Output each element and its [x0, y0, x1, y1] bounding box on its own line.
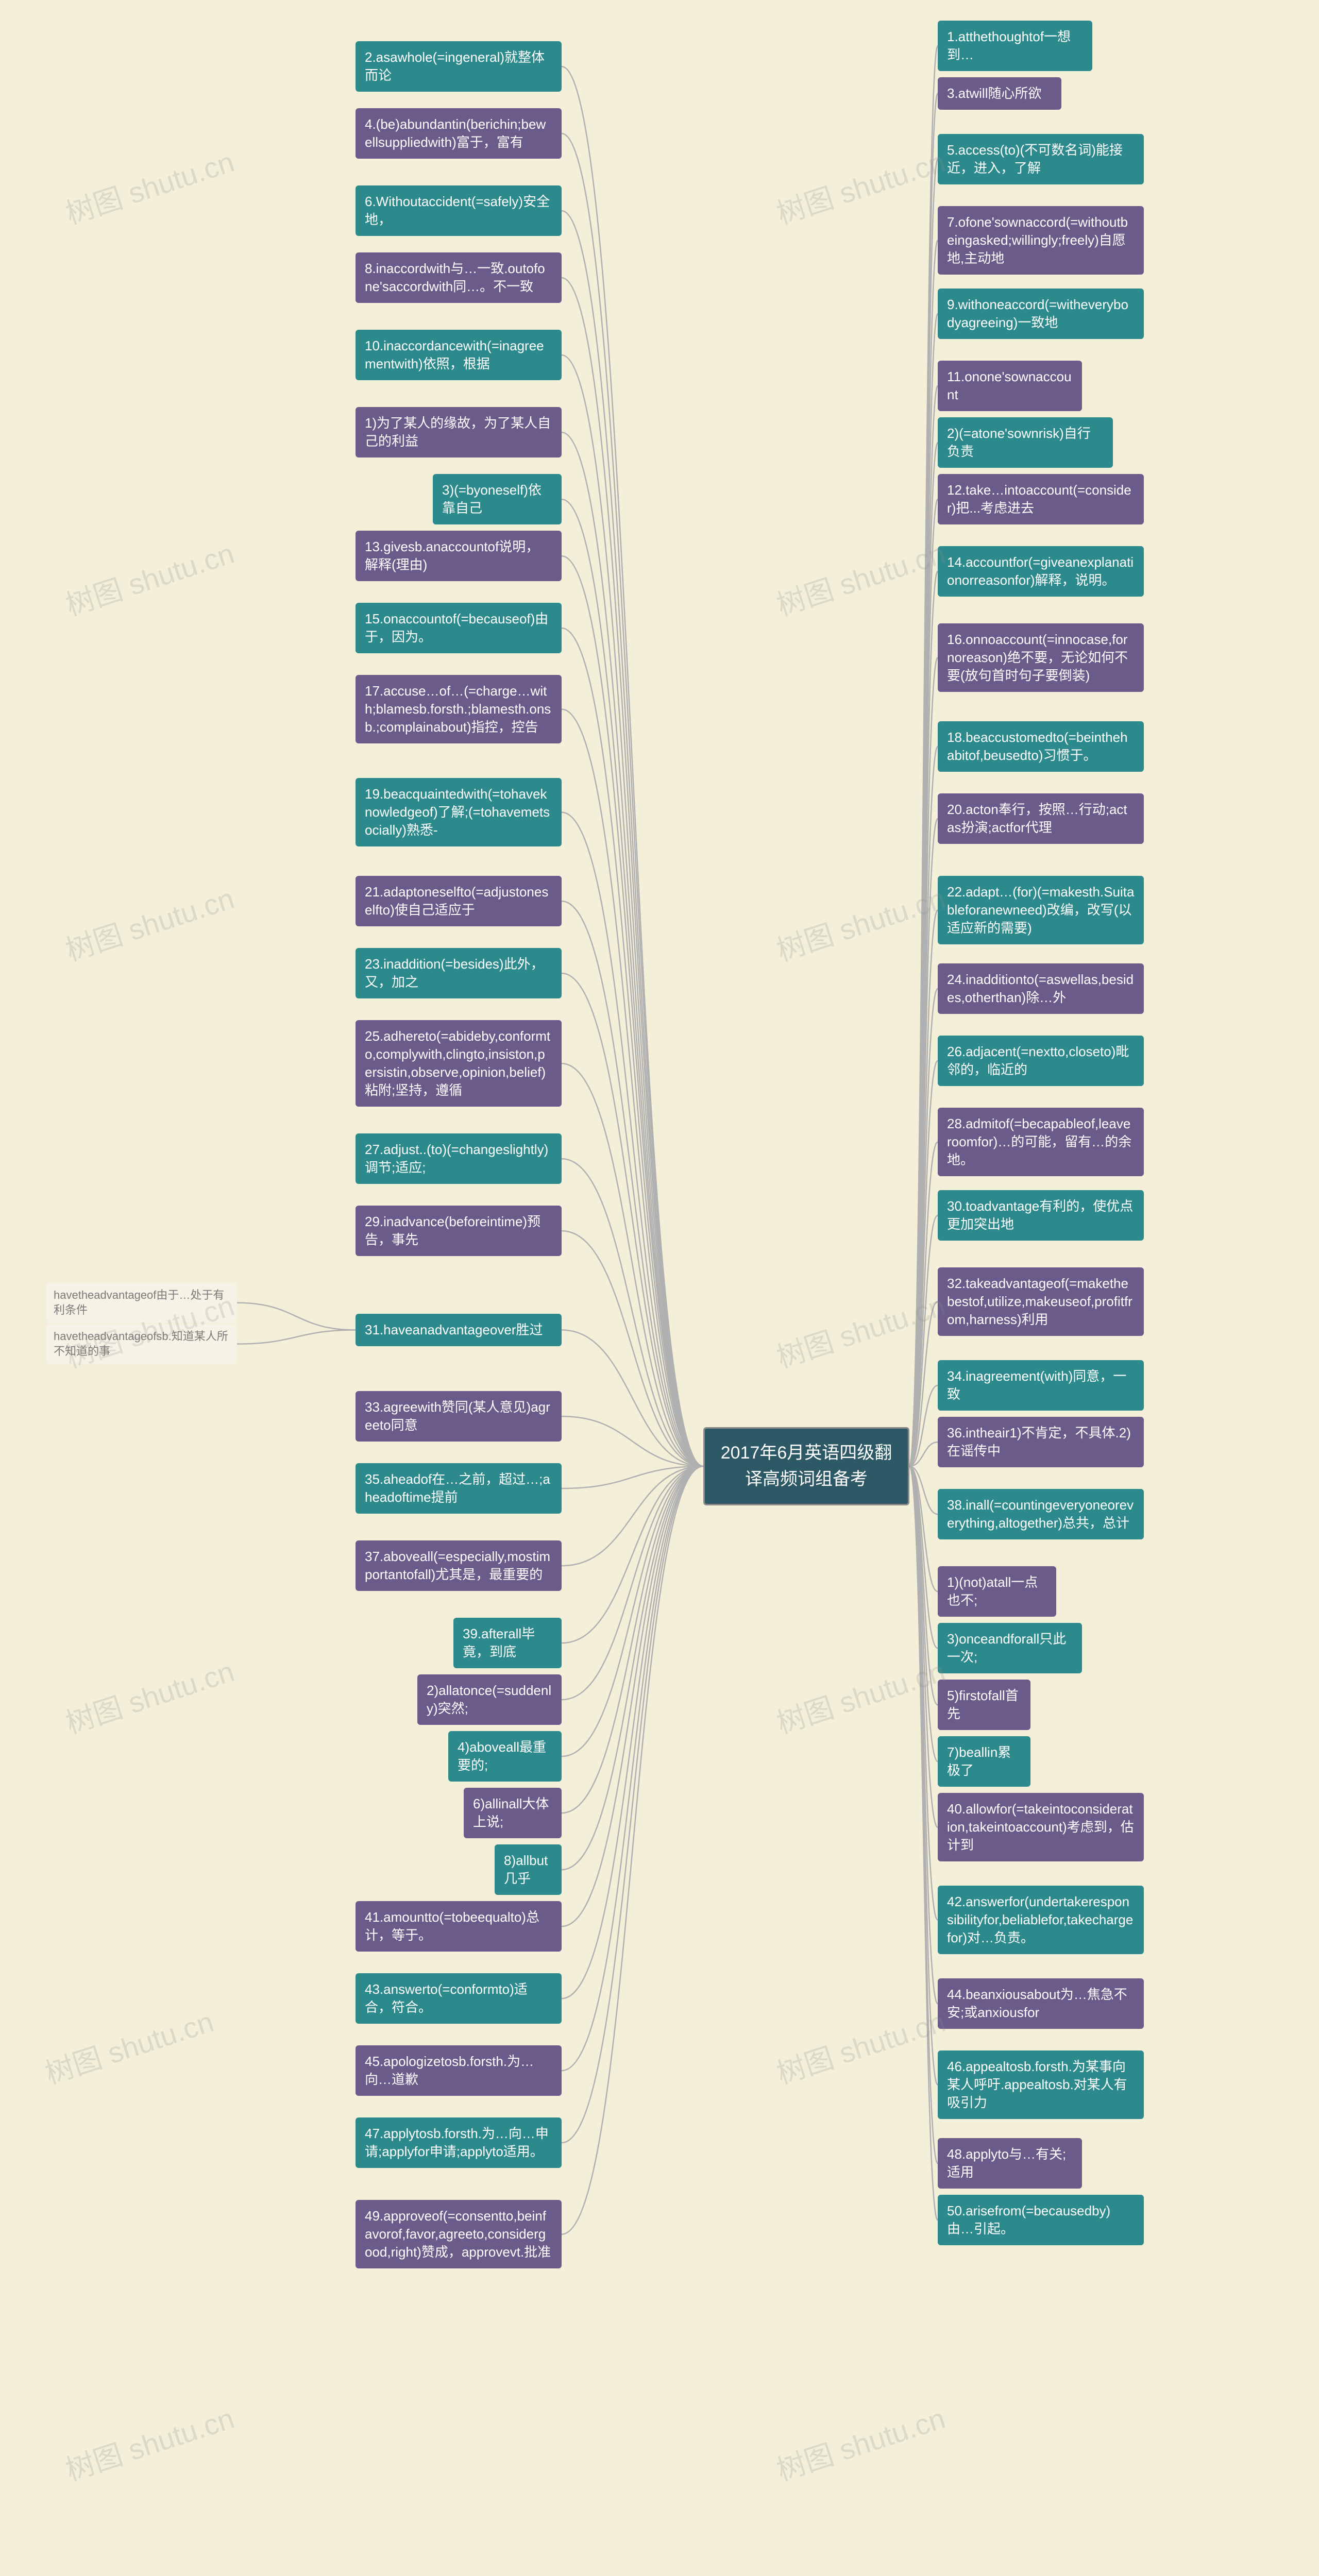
- mindmap-node: 19.beacquaintedwith(=tohaveknowledgeof)了…: [356, 778, 562, 846]
- mindmap-node: 23.inaddition(=besides)此外，又，加之: [356, 948, 562, 998]
- watermark: 树图 shutu.cn: [60, 2396, 239, 2489]
- mindmap-node: 3)(=byoneself)依靠自己: [433, 474, 562, 524]
- mindmap-node: 7)beallin累极了: [938, 1736, 1030, 1787]
- mindmap-node: 42.answerfor(undertakeresponsibilityfor,…: [938, 1886, 1144, 1954]
- mindmap-node: 6)allinall大体上说;: [464, 1788, 562, 1838]
- root-node: 2017年6月英语四级翻译高频词组备考: [703, 1427, 909, 1505]
- mindmap-node: 32.takeadvantageof(=makethebestof,utiliz…: [938, 1267, 1144, 1336]
- mindmap-node: 36.intheair1)不肯定，不具体.2)在谣传中: [938, 1417, 1144, 1467]
- leaf-node: havetheadvantageof由于…处于有利条件: [46, 1283, 237, 1323]
- leaf-node: havetheadvantageofsb.知道某人所不知道的事: [46, 1324, 237, 1364]
- mindmap-node: 49.approveof(=consentto,beinfavorof,favo…: [356, 2200, 562, 2268]
- mindmap-node: 43.answerto(=conformto)适合，符合。: [356, 1973, 562, 2024]
- mindmap-node: 47.applytosb.forsth.为…向…申请;applyfor申请;ap…: [356, 2117, 562, 2168]
- mindmap-node: 25.adhereto(=abideby,conformto,complywit…: [356, 1020, 562, 1107]
- mindmap-node: 8)allbut几乎: [495, 1844, 562, 1895]
- watermark: 树图 shutu.cn: [771, 1649, 950, 1742]
- mindmap-node: 50.arisefrom(=becausedby)由…引起。: [938, 2195, 1144, 2245]
- mindmap-node: 17.accuse…of…(=charge…with;blamesb.forst…: [356, 675, 562, 743]
- mindmap-node: 24.inadditionto(=aswellas,besides,othert…: [938, 963, 1144, 1014]
- mindmap-node: 38.inall(=countingeveryoneoreverything,a…: [938, 1489, 1144, 1539]
- mindmap-node: 18.beaccustomedto(=beinthehabitof,beused…: [938, 721, 1144, 772]
- mindmap-node: 27.adjust..(to)(=changeslightly)调节;适应;: [356, 1133, 562, 1184]
- mindmap-node: 4.(be)abundantin(berichin;bewellsupplied…: [356, 108, 562, 159]
- mindmap-node: 10.inaccordancewith(=inagreementwith)依照，…: [356, 330, 562, 380]
- mindmap-node: 11.onone'sownaccount: [938, 361, 1082, 411]
- mindmap-node: 15.onaccountof(=becauseof)由于，因为。: [356, 603, 562, 653]
- watermark: 树图 shutu.cn: [60, 1649, 239, 1742]
- mindmap-node: 4)aboveall最重要的;: [448, 1731, 562, 1782]
- mindmap-node: 2)allatonce(=suddenly)突然;: [417, 1674, 562, 1725]
- mindmap-node: 45.apologizetosb.forsth.为…向…道歉: [356, 2045, 562, 2096]
- mindmap-node: 34.inagreement(with)同意，一致: [938, 1360, 1144, 1411]
- mindmap-node: 39.afterall毕竟，到底: [453, 1618, 562, 1668]
- mindmap-node: 21.adaptoneselfto(=adjustoneselfto)使自己适应…: [356, 876, 562, 926]
- mindmap-node: 12.take…intoaccount(=consider)把...考虑进去: [938, 474, 1144, 524]
- watermark: 树图 shutu.cn: [60, 531, 239, 624]
- watermark: 树图 shutu.cn: [771, 531, 950, 624]
- watermark: 树图 shutu.cn: [60, 139, 239, 233]
- mindmap-node: 1)为了某人的缘故，为了某人自己的利益: [356, 407, 562, 457]
- mindmap-node: 1)(not)atall一点也不;: [938, 1566, 1056, 1617]
- mindmap-node: 28.admitof(=becapableof,leaveroomfor)…的可…: [938, 1108, 1144, 1176]
- mindmap-node: 37.aboveall(=especially,mostimportantofa…: [356, 1540, 562, 1591]
- mindmap-node: 7.ofone'sownaccord(=withoutbeingasked;wi…: [938, 206, 1144, 275]
- mindmap-node: 33.agreewith赞同(某人意见)agreeto同意: [356, 1391, 562, 1442]
- mindmap-node: 35.aheadof在…之前，超过…;aheadoftime提前: [356, 1463, 562, 1514]
- mindmap-node: 5.access(to)(不可数名词)能接近，进入，了解: [938, 134, 1144, 184]
- mindmap-node: 29.inadvance(beforeintime)预告，事先: [356, 1206, 562, 1256]
- mindmap-node: 26.adjacent(=nextto,closeto)毗邻的，临近的: [938, 1036, 1144, 1086]
- mindmap-node: 40.allowfor(=takeintoconsideration,takei…: [938, 1793, 1144, 1861]
- watermark: 树图 shutu.cn: [771, 139, 950, 233]
- mindmap-node: 2)(=atone'sownrisk)自行负责: [938, 417, 1113, 468]
- mindmap-node: 46.appealtosb.forsth.为某事向某人呼吁.appealtosb…: [938, 2050, 1144, 2119]
- mindmap-node: 44.beanxiousabout为…焦急不安;或anxiousfor: [938, 1978, 1144, 2029]
- mindmap-node: 22.adapt…(for)(=makesth.Suitableforanewn…: [938, 876, 1144, 944]
- watermark: 树图 shutu.cn: [771, 2396, 950, 2489]
- mindmap-node: 6.Withoutaccident(=safely)安全地，: [356, 185, 562, 236]
- root-label: 2017年6月英语四级翻译高频词组备考: [721, 1443, 892, 1489]
- watermark: 树图 shutu.cn: [60, 876, 239, 970]
- mindmap-node: 30.toadvantage有利的，使优点更加突出地: [938, 1190, 1144, 1241]
- mindmap-node: 5)firstofall首先: [938, 1680, 1030, 1730]
- mindmap-node: 8.inaccordwith与…一致.outofone'saccordwith同…: [356, 252, 562, 303]
- mindmap-node: 13.givesb.anaccountof说明，解释(理由): [356, 531, 562, 581]
- watermark: 树图 shutu.cn: [771, 1283, 950, 1377]
- mindmap-node: 48.applyto与…有关;适用: [938, 2138, 1082, 2189]
- watermark: 树图 shutu.cn: [39, 1999, 218, 2093]
- mindmap-node: 3.atwill随心所欲: [938, 77, 1061, 110]
- watermark: 树图 shutu.cn: [771, 876, 950, 970]
- mindmap-node: 1.atthethoughtof一想到…: [938, 21, 1092, 71]
- mindmap-node: 2.asawhole(=ingeneral)就整体而论: [356, 41, 562, 92]
- mindmap-node: 31.haveanadvantageover胜过: [356, 1314, 562, 1346]
- mindmap-node: 3)onceandforall只此一次;: [938, 1623, 1082, 1673]
- mindmap-node: 16.onnoaccount(=innocase,fornoreason)绝不要…: [938, 623, 1144, 692]
- mindmap-node: 20.acton奉行，按照…行动;actas扮演;actfor代理: [938, 793, 1144, 844]
- mindmap-node: 14.accountfor(=giveanexplanationorreason…: [938, 546, 1144, 597]
- mindmap-node: 41.amountto(=tobeequalto)总计，等于。: [356, 1901, 562, 1952]
- mindmap-node: 9.withoneaccord(=witheverybodyagreeing)一…: [938, 289, 1144, 339]
- watermark: 树图 shutu.cn: [771, 1999, 950, 2093]
